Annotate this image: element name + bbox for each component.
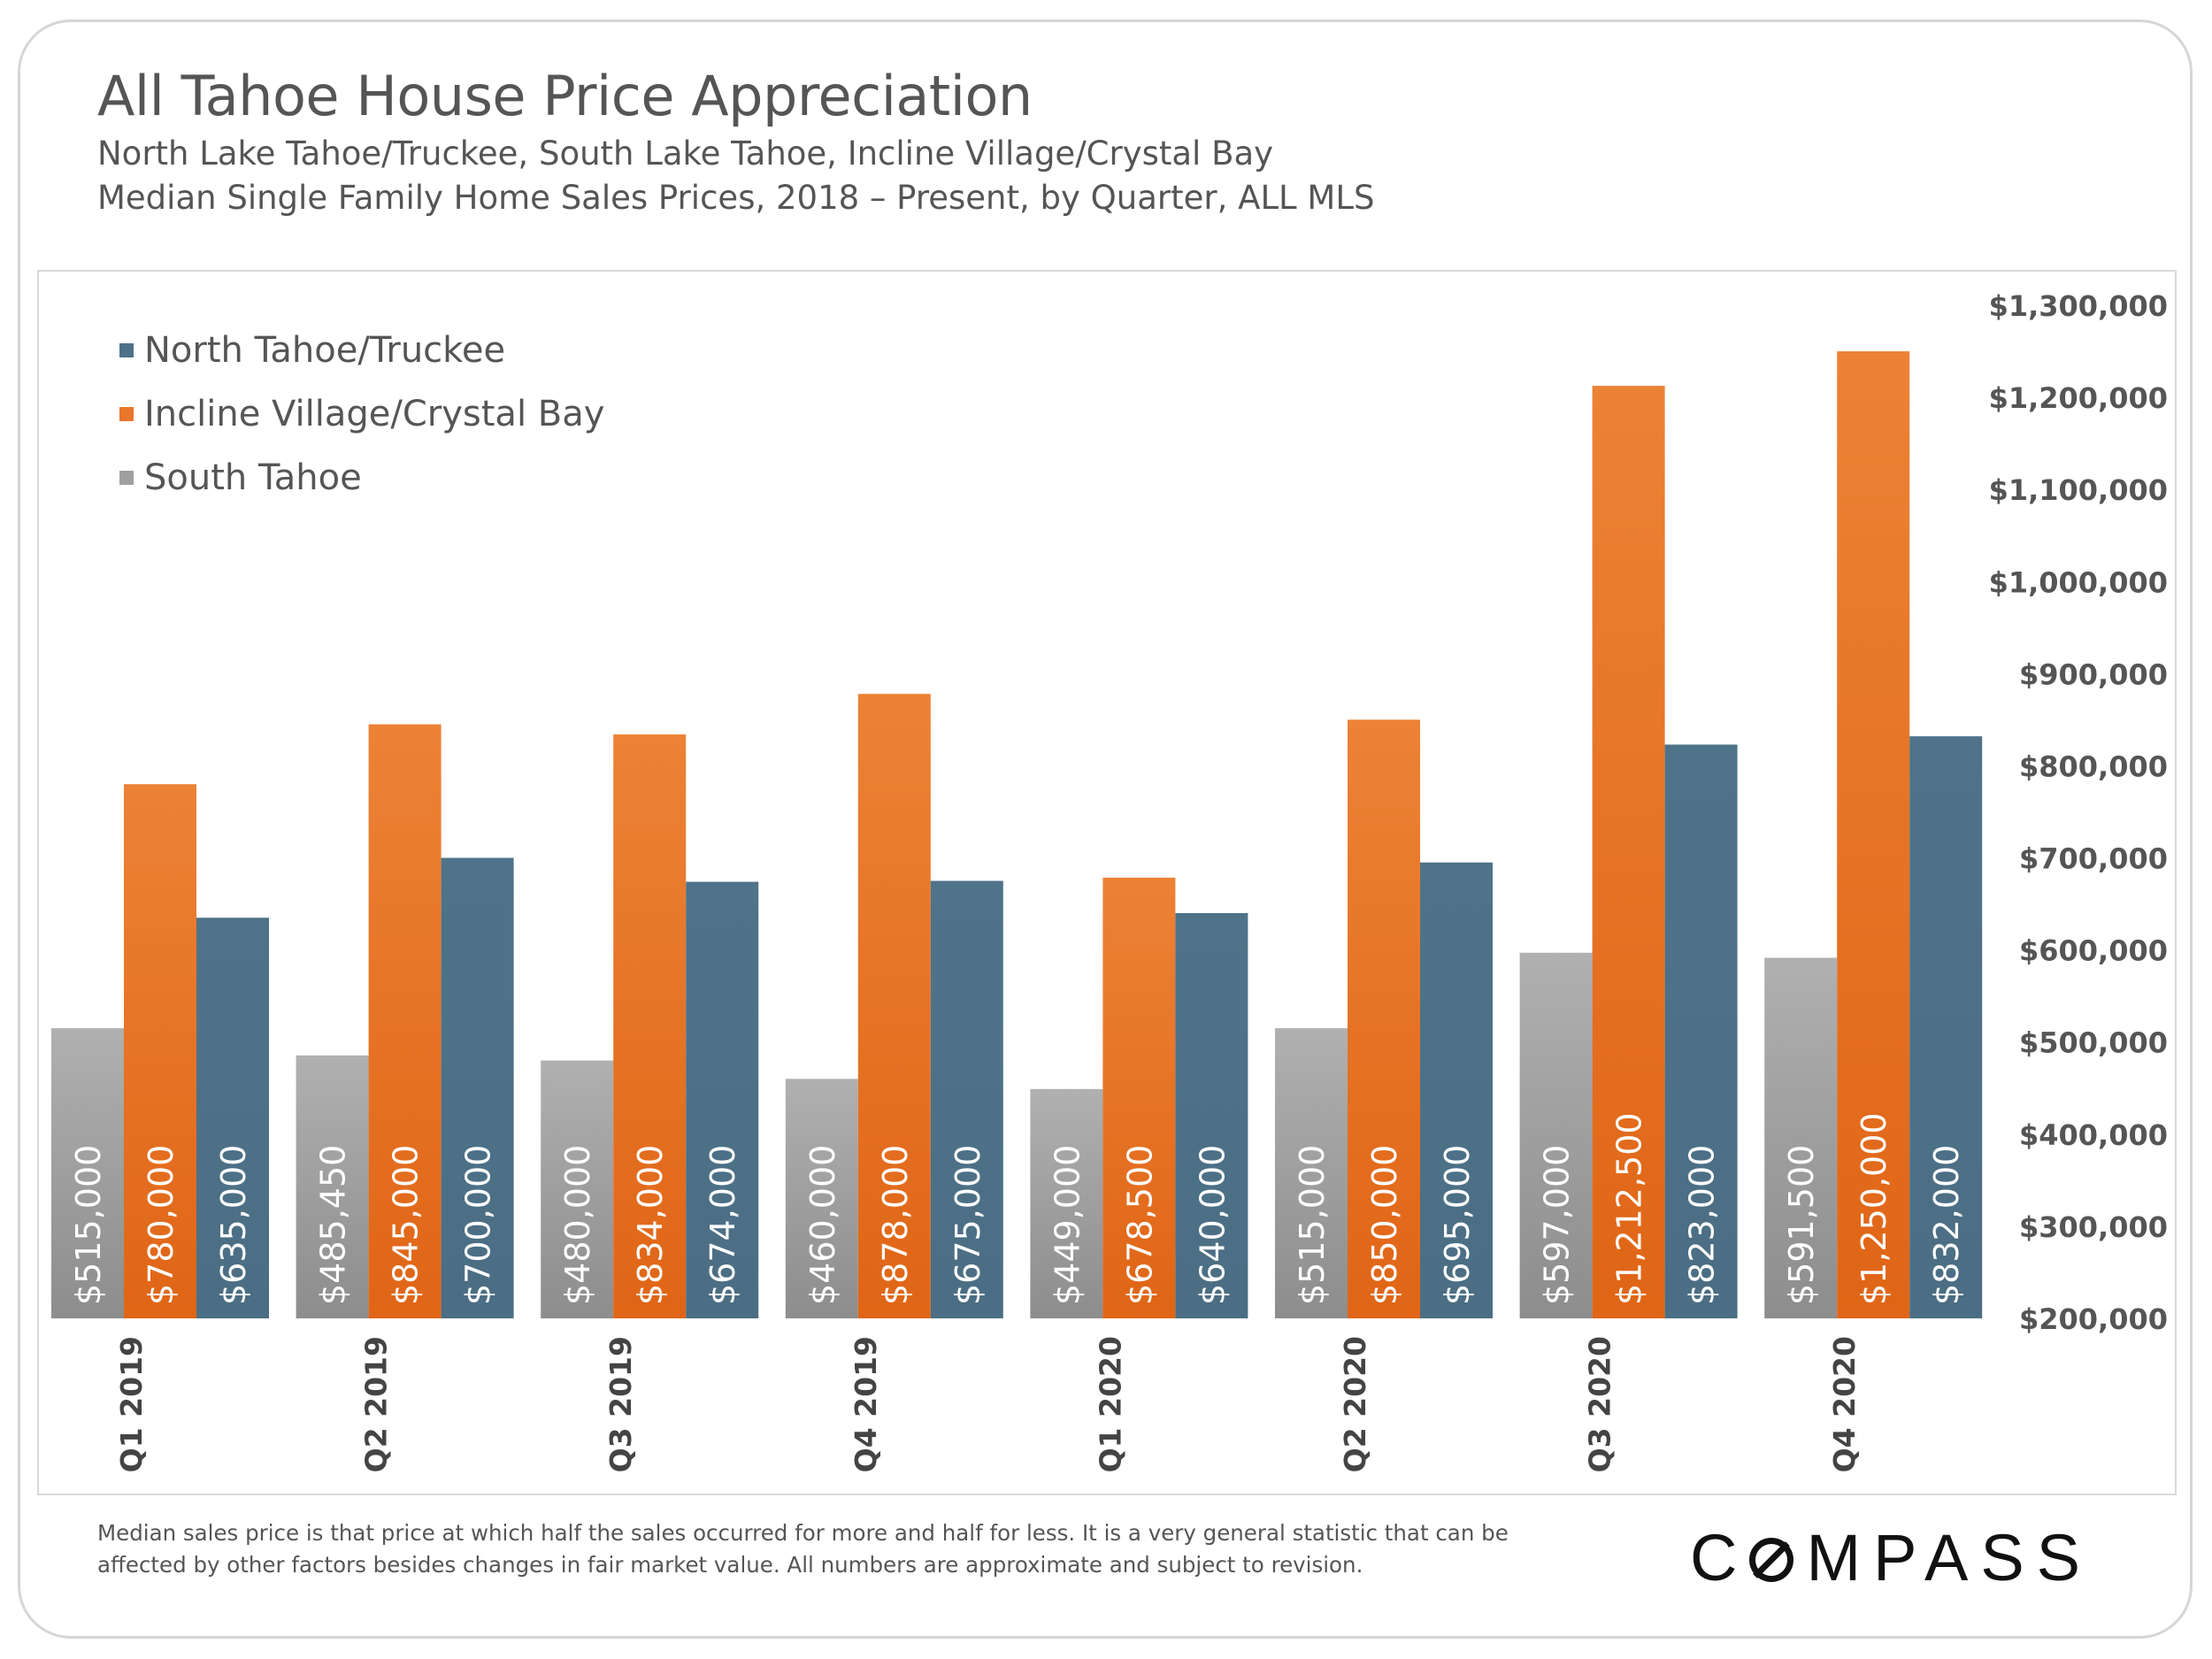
bar-incline-village-crystal-bay-q1-2019 (124, 784, 196, 1318)
legend-swatch (119, 407, 134, 421)
data-label-north-tahoe-truckee-q4-2020: $832,000 (1927, 1145, 1966, 1305)
y-tick-label: $200,000 (2019, 1302, 2168, 1336)
data-label-south-tahoe-q4-2019: $460,000 (803, 1145, 842, 1305)
data-label-north-tahoe-truckee-q2-2019: $700,000 (459, 1145, 498, 1305)
data-label-south-tahoe-q1-2020: $449,000 (1048, 1145, 1087, 1305)
bar-south-tahoe-q2-2019 (296, 1055, 369, 1318)
bar-north-tahoe-truckee-q4-2019 (930, 880, 1003, 1318)
bar-south-tahoe-q1-2020 (1030, 1088, 1103, 1318)
legend-item-south-tahoe: South Tahoe (119, 446, 604, 510)
bar-incline-village-crystal-bay-q2-2019 (368, 724, 442, 1318)
data-label-incline-village-crystal-bay-q2-2020: $850,000 (1365, 1145, 1404, 1305)
data-label-south-tahoe-q3-2020: $597,000 (1538, 1145, 1577, 1305)
bar-south-tahoe-q3-2020 (1519, 952, 1593, 1318)
data-label-north-tahoe-truckee-q3-2019: $674,000 (703, 1145, 742, 1305)
compass-logo: C MPASS (1690, 1520, 2093, 1595)
data-label-north-tahoe-truckee-q4-2019: $675,000 (949, 1145, 987, 1305)
bar-north-tahoe-truckee-q4-2020 (1909, 736, 1983, 1318)
category-label-q2-2019: Q2 2019 (359, 1336, 394, 1472)
y-tick-label: $1,300,000 (1989, 289, 2168, 323)
chart-subtitle-description: Median Single Family Home Sales Prices, … (97, 179, 1375, 217)
y-tick-label: $400,000 (2019, 1118, 2168, 1152)
bar-north-tahoe-truckee-q3-2019 (686, 881, 759, 1318)
category-label-q4-2019: Q4 2019 (849, 1336, 883, 1472)
bar-incline-village-crystal-bay-q4-2020 (1837, 351, 1910, 1319)
logo-letters-mpass: MPASS (1806, 1521, 2093, 1594)
bar-incline-village-crystal-bay-q4-2019 (857, 694, 931, 1318)
bar-north-tahoe-truckee-q2-2020 (1420, 862, 1493, 1318)
bar-north-tahoe-truckee-q1-2020 (1175, 913, 1248, 1318)
category-label-q3-2019: Q3 2019 (603, 1336, 638, 1472)
bar-south-tahoe-q2-2020 (1275, 1028, 1348, 1318)
legend-item-north-tahoe: North Tahoe/Truckee (119, 319, 604, 382)
bar-incline-village-crystal-bay-q1-2020 (1102, 877, 1176, 1318)
data-label-incline-village-crystal-bay-q4-2019: $878,000 (876, 1145, 915, 1305)
chart-subtitle-regions: North Lake Tahoe/Truckee, South Lake Tah… (97, 134, 1274, 173)
data-label-south-tahoe-q2-2020: $515,000 (1293, 1145, 1332, 1305)
legend-label: Incline Village/Crystal Bay (144, 394, 605, 434)
data-label-north-tahoe-truckee-q2-2020: $695,000 (1438, 1145, 1477, 1305)
legend-swatch (119, 343, 134, 357)
legend-label: North Tahoe/Truckee (144, 330, 506, 371)
y-tick-label: $900,000 (2019, 657, 2168, 691)
chart-legend: North Tahoe/Truckee Incline Village/Crys… (119, 319, 604, 510)
category-label-q1-2020: Q1 2020 (1093, 1336, 1127, 1472)
legend-label: South Tahoe (144, 457, 362, 498)
data-label-north-tahoe-truckee-q1-2019: $635,000 (214, 1145, 253, 1305)
y-tick-label: $800,000 (2019, 749, 2168, 783)
chart-frame (37, 270, 2177, 1495)
compass-o-icon (1749, 1538, 1794, 1582)
legend-item-incline-village: Incline Village/Crystal Bay (119, 382, 604, 446)
bar-south-tahoe-q4-2020 (1764, 957, 1838, 1318)
bar-incline-village-crystal-bay-q3-2020 (1592, 386, 1665, 1318)
data-label-incline-village-crystal-bay-q4-2020: $1,250,000 (1855, 1112, 1893, 1305)
y-tick-label: $500,000 (2019, 1026, 2168, 1060)
data-label-south-tahoe-q3-2019: $480,000 (558, 1145, 597, 1305)
category-label-q3-2020: Q3 2020 (1583, 1336, 1617, 1472)
category-label-q1-2019: Q1 2019 (114, 1336, 149, 1472)
bar-incline-village-crystal-bay-q3-2019 (613, 734, 687, 1318)
category-label-q2-2020: Q2 2020 (1338, 1336, 1372, 1472)
category-label-q4-2020: Q4 2020 (1827, 1336, 1862, 1472)
y-tick-label: $600,000 (2019, 934, 2168, 968)
data-label-incline-village-crystal-bay-q2-2019: $845,000 (387, 1145, 426, 1305)
bar-north-tahoe-truckee-q1-2019 (196, 918, 269, 1318)
legend-swatch (119, 471, 134, 485)
bar-south-tahoe-q3-2019 (541, 1060, 614, 1318)
data-label-south-tahoe-q1-2019: $515,000 (69, 1145, 108, 1305)
chart-title: All Tahoe House Price Appreciation (97, 64, 1033, 128)
y-tick-label: $300,000 (2019, 1210, 2168, 1244)
data-label-incline-village-crystal-bay-q1-2020: $678,500 (1120, 1145, 1159, 1305)
y-tick-label: $700,000 (2019, 842, 2168, 876)
y-tick-label: $1,200,000 (1989, 381, 2168, 415)
data-label-incline-village-crystal-bay-q3-2020: $1,212,500 (1610, 1112, 1649, 1305)
data-label-north-tahoe-truckee-q1-2020: $640,000 (1193, 1145, 1232, 1305)
data-label-incline-village-crystal-bay-q3-2019: $834,000 (631, 1145, 670, 1305)
data-label-incline-village-crystal-bay-q1-2019: $780,000 (142, 1145, 180, 1305)
bar-north-tahoe-truckee-q3-2020 (1664, 744, 1738, 1318)
footnote: Median sales price is that price at whic… (97, 1520, 1509, 1578)
bar-incline-village-crystal-bay-q2-2020 (1348, 719, 1420, 1318)
bar-south-tahoe-q4-2019 (785, 1079, 858, 1318)
y-tick-label: $1,100,000 (1989, 473, 2168, 507)
bar-north-tahoe-truckee-q2-2019 (441, 857, 514, 1318)
data-label-south-tahoe-q2-2019: $485,450 (314, 1145, 353, 1305)
bar-south-tahoe-q1-2019 (51, 1028, 124, 1318)
y-tick-label: $1,000,000 (1989, 565, 2168, 599)
data-label-north-tahoe-truckee-q3-2020: $823,000 (1683, 1145, 1722, 1305)
logo-letter-c: C (1690, 1521, 1750, 1594)
data-label-south-tahoe-q4-2020: $591,500 (1782, 1145, 1821, 1305)
